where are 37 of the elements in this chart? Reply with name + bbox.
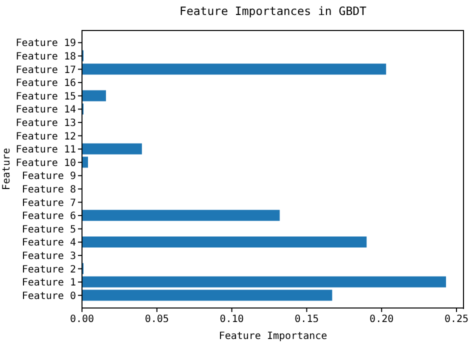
y-tick-label: Feature 19 xyxy=(16,38,76,50)
bar xyxy=(82,276,446,288)
y-tick-label: Feature 9 xyxy=(22,171,76,182)
y-tick-label: Feature 10 xyxy=(16,158,76,169)
y-tick-label: Feature 15 xyxy=(16,91,76,102)
y-tick-label: Feature 18 xyxy=(16,52,76,62)
y-tick-label: Feature 6 xyxy=(22,211,76,222)
bar xyxy=(82,64,386,75)
bar xyxy=(82,236,367,248)
y-tick-label: Feature 2 xyxy=(22,264,76,276)
bar xyxy=(82,156,88,168)
y-tick-label: Feature 4 xyxy=(22,238,76,249)
y-axis-title: Feature xyxy=(2,148,13,190)
y-tick-label: Feature 13 xyxy=(16,118,76,129)
x-tick-label: 0.00 xyxy=(70,314,94,326)
y-tick-label: Feature 0 xyxy=(22,290,76,302)
bar xyxy=(82,210,280,221)
x-tick-label: 0.25 xyxy=(444,314,469,326)
y-tick-label: Feature 14 xyxy=(16,104,76,116)
y-tick-label: Feature 8 xyxy=(22,184,76,196)
y-tick-label: Feature 12 xyxy=(16,131,76,142)
y-tick-label: Feature 1 xyxy=(22,278,76,289)
y-tick-label: Feature 16 xyxy=(16,78,76,90)
bar xyxy=(82,290,332,301)
chart-title: Feature Importances in GBDT xyxy=(178,4,368,18)
y-tick-label: Feature 11 xyxy=(16,144,76,156)
bar xyxy=(82,143,142,154)
y-tick-label: Feature 17 xyxy=(16,64,76,76)
x-axis-title: Feature Importance xyxy=(218,331,328,342)
x-tick-label: 0.05 xyxy=(144,314,169,326)
x-tick-label: 0.10 xyxy=(220,314,244,326)
y-tick-label: Feature 3 xyxy=(22,251,76,262)
y-tick-label: Feature 7 xyxy=(22,198,76,209)
bar xyxy=(82,90,106,102)
x-tick-label: 0.20 xyxy=(370,314,394,326)
x-tick-label: 0.15 xyxy=(294,314,319,326)
y-tick-label: Feature 5 xyxy=(22,224,76,236)
